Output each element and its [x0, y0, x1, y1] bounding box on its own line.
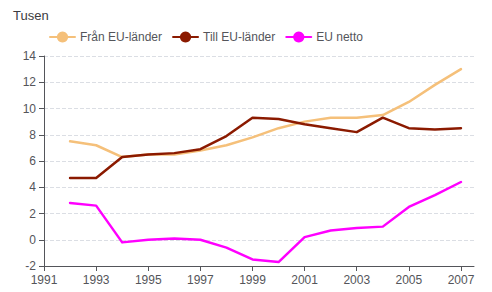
- svg-text:Till EU-länder: Till EU-länder: [203, 30, 275, 44]
- svg-text:1993: 1993: [83, 273, 110, 287]
- svg-text:1999: 1999: [239, 273, 266, 287]
- svg-text:-2: -2: [25, 259, 36, 273]
- svg-text:10: 10: [23, 102, 37, 116]
- svg-text:1997: 1997: [187, 273, 214, 287]
- svg-text:4: 4: [29, 180, 36, 194]
- svg-text:14: 14: [23, 49, 37, 63]
- svg-text:2005: 2005: [395, 273, 422, 287]
- svg-text:0: 0: [29, 233, 36, 247]
- svg-text:2001: 2001: [291, 273, 318, 287]
- svg-text:2: 2: [29, 207, 36, 221]
- svg-text:1991: 1991: [31, 273, 58, 287]
- svg-text:1995: 1995: [135, 273, 162, 287]
- svg-text:12: 12: [23, 75, 37, 89]
- svg-text:2007: 2007: [448, 273, 475, 287]
- svg-text:8: 8: [29, 128, 36, 142]
- svg-text:6: 6: [29, 154, 36, 168]
- svg-text:EU netto: EU netto: [316, 30, 363, 44]
- svg-text:2003: 2003: [343, 273, 370, 287]
- svg-text:Tusen: Tusen: [13, 8, 49, 23]
- svg-text:Från EU-länder: Från EU-länder: [80, 30, 162, 44]
